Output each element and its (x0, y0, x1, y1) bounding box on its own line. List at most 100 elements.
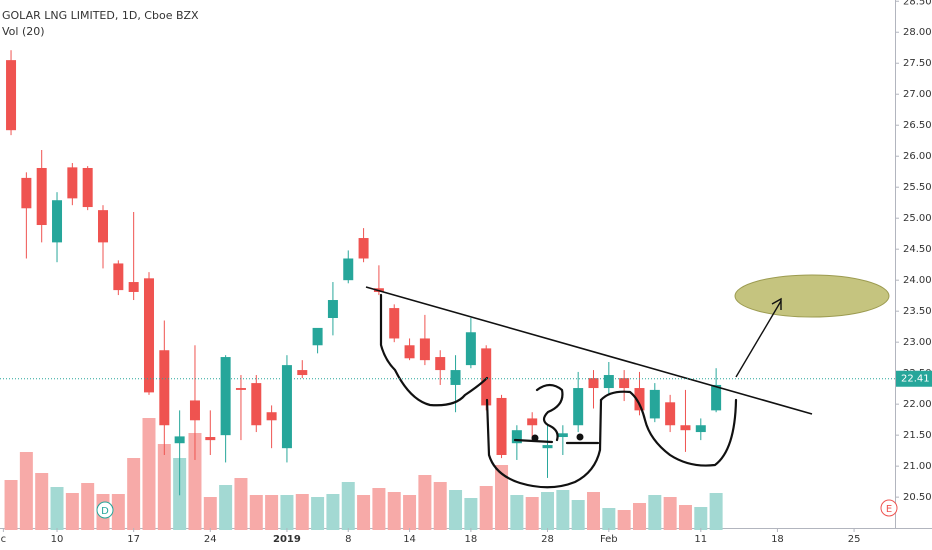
candle-body (665, 402, 676, 426)
volume-bar (510, 495, 524, 530)
candle-body (312, 327, 323, 346)
candle-body (649, 389, 660, 419)
candle-body (603, 375, 614, 389)
candle-body (205, 437, 216, 441)
volume-bar (295, 494, 309, 530)
x-tick-label: 25 (848, 534, 861, 545)
y-tick-label: 26.50 (903, 120, 932, 131)
candle-body (496, 397, 507, 455)
candle-body (527, 418, 538, 426)
indicator-label: Vol (20) (2, 25, 45, 38)
volume-bar (433, 482, 447, 530)
volume-bar (127, 458, 141, 530)
left-shoulder (379, 293, 489, 407)
volume-bar (694, 507, 708, 530)
candle-body (220, 357, 231, 436)
candle-body (511, 430, 522, 444)
event-marker-label: D (101, 506, 109, 517)
volume-bar (648, 495, 662, 530)
candle-body (389, 308, 400, 339)
event-marker (96, 501, 114, 519)
candle-body (235, 388, 246, 390)
volume-bar (479, 486, 493, 530)
last-price-box (896, 370, 932, 387)
volume-bar (326, 494, 340, 530)
candle-body (619, 378, 630, 389)
drawings (365, 274, 890, 489)
x-tick-label: 11 (694, 534, 707, 545)
y-tick-label: 23.00 (903, 337, 932, 348)
volume-bar (403, 495, 417, 530)
volume-bar (372, 488, 386, 530)
candle-body (634, 388, 645, 411)
volume-bar (19, 452, 33, 530)
x-tick-label: 18 (465, 534, 478, 545)
scribble-dot (531, 434, 539, 442)
y-tick-label: 25.50 (903, 182, 932, 193)
volume-bar (81, 483, 95, 530)
candle-body (711, 384, 722, 411)
volume-bar (4, 480, 18, 530)
candle-body (98, 210, 109, 243)
volume-bar (663, 497, 677, 530)
volume-bar (602, 508, 616, 530)
candle-body (695, 425, 706, 433)
head (485, 398, 603, 489)
volume-bar (525, 497, 539, 530)
candle-body (113, 263, 124, 291)
volume-bar (617, 510, 631, 530)
candle-body (21, 177, 32, 209)
volume-bar (234, 478, 248, 530)
candle-body (588, 378, 599, 389)
x-tick-label: 14 (403, 534, 416, 545)
candle-body (36, 167, 47, 226)
volume-bar (203, 497, 217, 530)
candle-layer (6, 50, 722, 496)
y-tick-label: 23.50 (903, 306, 932, 317)
y-tick-label: 20.50 (903, 492, 932, 503)
x-tick-label: 28 (541, 534, 554, 545)
volume-bar (280, 495, 294, 530)
candle-body (143, 278, 154, 393)
volume-bar (449, 490, 463, 530)
y-tick-label: 21.50 (903, 430, 932, 441)
candle-body (266, 412, 277, 421)
candle-body (159, 350, 170, 426)
y-tick-label: 25.00 (903, 213, 932, 224)
y-tick-label: 27.00 (903, 89, 932, 100)
target-ellipse (734, 274, 890, 318)
volume-bar (35, 473, 49, 530)
candle-body (573, 388, 584, 426)
volume-bar (157, 444, 171, 530)
y-tick-label: 22.00 (903, 399, 932, 410)
candle-body (465, 332, 476, 366)
candle-body (481, 348, 492, 406)
volume-bar (111, 494, 125, 530)
y-tick-label: 28.00 (903, 27, 932, 38)
volume-bar (541, 492, 555, 530)
candle-body (557, 433, 568, 438)
y-tick-label: 26.00 (903, 151, 932, 162)
volume-bar (50, 487, 64, 530)
candle-body (52, 200, 63, 243)
volume-layer (4, 418, 723, 530)
event-marker-label: E (886, 504, 892, 515)
x-tick-label: 18 (771, 534, 784, 545)
candle-body (542, 445, 553, 449)
volume-bar (556, 490, 570, 530)
arrow-head (771, 297, 782, 310)
y-tick-label: 28.50 (903, 0, 932, 7)
volume-bar (387, 492, 401, 530)
scribble-dot (576, 433, 584, 441)
x-tick-label: 24 (204, 534, 217, 545)
volume-bar (249, 495, 263, 530)
volume-bar (311, 497, 325, 530)
trend-line (365, 286, 813, 415)
y-tick-label: 24.00 (903, 275, 932, 286)
y-tick-label: 24.50 (903, 244, 932, 255)
candle-body (82, 167, 93, 208)
candle-body (435, 357, 446, 371)
x-tick-label: Feb (600, 534, 618, 545)
event-marker (880, 499, 898, 517)
